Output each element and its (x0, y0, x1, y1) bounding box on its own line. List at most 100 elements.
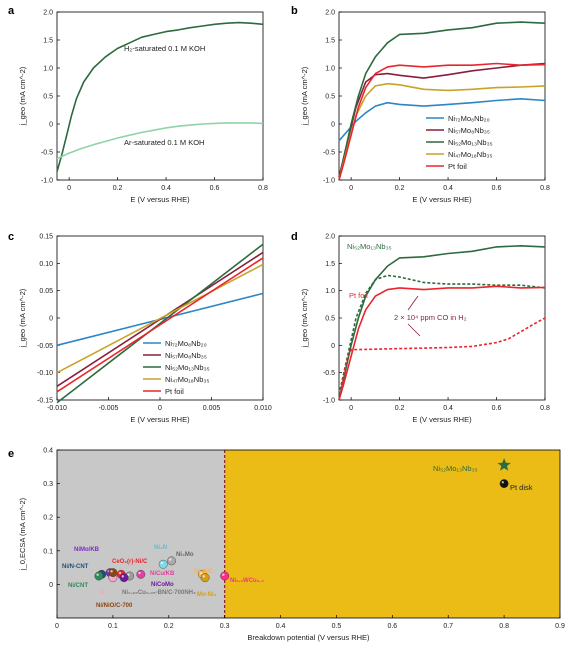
series-c-3 (56, 243, 264, 404)
point-e-16 (220, 571, 230, 581)
series-b-1 (338, 98, 546, 142)
point-highlight-e-14 (199, 571, 203, 575)
legend-b-label-2: Ni₅₇Mo₈Nb₃₅ (448, 126, 490, 135)
point-highlight-e-10 (138, 571, 141, 575)
ytick-label-c-0: -0.15 (37, 398, 53, 405)
point-highlight-e-8 (110, 570, 113, 573)
ytick-label-b-5: 1.5 (325, 38, 335, 45)
ytick-label-e-4: 0.4 (43, 448, 53, 455)
xtick-label-b-4: 0.8 (540, 185, 550, 192)
legend-c-label-1: Ni₇₂Mo₈Nb₂₀ (165, 339, 207, 348)
point-highlight-e-15 (202, 575, 206, 578)
ylabel-b: j_geo (mA cm^-2) (300, 66, 309, 126)
panel-label-a: a (8, 5, 15, 17)
cat-label-ni3n: Ni₃N (154, 545, 167, 551)
xtick-label-d-0: 0 (349, 405, 353, 412)
ytick-label-c-3: 0 (49, 316, 53, 323)
xtick-label-d-4: 0.8 (540, 405, 550, 412)
point-highlight-e-16 (222, 573, 225, 576)
xtick-label-e-6: 0.6 (387, 623, 397, 630)
xtick-label-e-4: 0.4 (276, 623, 286, 630)
series-b-5 (338, 62, 546, 181)
point-highlight-e-2 (501, 481, 505, 484)
xtick-label-a-2: 0.4 (161, 185, 171, 192)
cat-label-ni3n-c: Ni₃N/C (194, 569, 214, 575)
co-arrow-up (407, 295, 419, 311)
point-e-4 (94, 571, 104, 581)
xtick-label-d-3: 0.6 (492, 405, 502, 412)
ytick-label-a-2: 0 (49, 122, 53, 129)
xtick-label-a-3: 0.6 (210, 185, 220, 192)
annotation-pt-foil-d: Pt foil (349, 291, 368, 300)
xtick-label-e-3: 0.3 (220, 623, 230, 630)
cat-label-ni26wcu04: Ni₂.₆WCu₀.₄ (230, 578, 264, 584)
cat-label-ceo2-ni-c: CeO₂(r)-Ni/C (112, 559, 148, 565)
series-d-4 (338, 317, 546, 401)
cat-label-nicu-bn: Ni₀.₉₅Cu₀.₀₅-BN/C-700NH₃ (122, 590, 196, 596)
ytick-label-a-5: 1.5 (43, 38, 53, 45)
ytick-label-a-6: 2.0 (43, 10, 53, 17)
series-d-2 (338, 274, 546, 395)
cat-label-ni: Ni (100, 590, 106, 596)
point-e-12 (158, 559, 168, 569)
point-highlight-e-6 (118, 571, 122, 575)
ytick-label-b-2: 0 (331, 122, 335, 129)
panel-label-b: b (291, 5, 298, 17)
point-e-1 (497, 458, 511, 471)
cat-label-ni-n-cnt: Ni/N-CNT (62, 564, 89, 570)
legend-c-label-4: Ni₄₇Mo₁₈Nb₃₅ (165, 375, 209, 384)
annotation-co-in-h2: 2 × 10⁴ ppm CO in H₂ (394, 313, 467, 322)
panel-label-c: c (8, 231, 14, 243)
xtick-label-a-0: 0 (67, 185, 71, 192)
ytick-label-d-0: -1.0 (323, 398, 335, 405)
xtick-label-b-3: 0.6 (492, 185, 502, 192)
point-highlight-e-4 (96, 573, 99, 576)
panel-label-e: e (8, 448, 14, 460)
xtick-label-c-0: -0.010 (47, 405, 67, 412)
co-annotation-box (391, 310, 499, 323)
cat-label-ni-nio-c: Ni/NiO/C-700 (96, 603, 133, 609)
xtick-label-e-8: 0.8 (499, 623, 509, 630)
ytick-label-c-6: 0.15 (39, 234, 53, 241)
ylabel-e: j_0,ECSA (mA cm^-2) (18, 497, 27, 571)
ytick-label-d-3: 0.5 (325, 316, 335, 323)
co-arrow-down (407, 323, 421, 337)
ytick-label-e-2: 0.2 (43, 515, 53, 522)
ytick-label-c-5: 0.10 (39, 261, 53, 268)
ytick-label-b-3: 0.5 (325, 94, 335, 101)
point-e-11 (119, 573, 129, 583)
legend-b-label-1: Ni₇₂Mo₈Nb₂₀ (448, 114, 490, 123)
xtick-label-a-4: 0.8 (258, 185, 268, 192)
xtick-label-e-0: 0 (55, 623, 59, 630)
cat-label-nicomo: NiCoMo (151, 582, 174, 588)
ytick-label-b-6: 2.0 (325, 10, 335, 17)
cat-label-ni-cnt: Ni/CNT (68, 583, 88, 589)
ytick-label-a-0: -1.0 (41, 178, 53, 185)
annotation-ar-saturated: Ar-saturated 0.1 M KOH (124, 138, 204, 147)
xtick-label-b-0: 0 (349, 185, 353, 192)
series-d-1 (338, 245, 546, 401)
ylabel-a: j_geo (mA cm^-2) (18, 66, 27, 126)
ytick-label-b-1: -0.5 (323, 150, 335, 157)
ytick-label-c-1: -0.10 (37, 370, 53, 377)
xlabel-a: E (V versus RHE) (130, 195, 190, 204)
ytick-label-d-2: 0 (331, 343, 335, 350)
legend-c-label-5: Pt foil (165, 387, 184, 396)
region-e-2 (224, 450, 560, 618)
xtick-label-e-5: 0.5 (332, 623, 342, 630)
ytick-label-e-3: 0.3 (43, 481, 53, 488)
point-e-10 (136, 569, 146, 579)
ytick-label-a-4: 1.0 (43, 66, 53, 73)
ytick-label-c-4: 0.05 (39, 288, 53, 295)
xtick-label-c-4: 0.010 (254, 405, 272, 412)
point-e-8 (108, 568, 118, 578)
ytick-label-d-5: 1.5 (325, 261, 335, 268)
legend-c-label-3: Ni₅₂Mo₁₃Nb₃₅ (165, 363, 210, 372)
xtick-label-b-1: 0.2 (395, 185, 405, 192)
annotation-pt-disk-e: Pt disk (510, 483, 533, 492)
series-a-1 (56, 21, 264, 172)
series-d-3 (338, 285, 546, 401)
legend-c: Ni₇₂Mo₈Nb₂₀ Ni₅₇Mo₈Nb₃₅ Ni₅₂Mo₁₃Nb₃₅ Ni₄… (143, 339, 210, 396)
ytick-label-d-6: 2.0 (325, 234, 335, 241)
cat-label-nicu-kb: NiCu/KB (150, 571, 175, 577)
